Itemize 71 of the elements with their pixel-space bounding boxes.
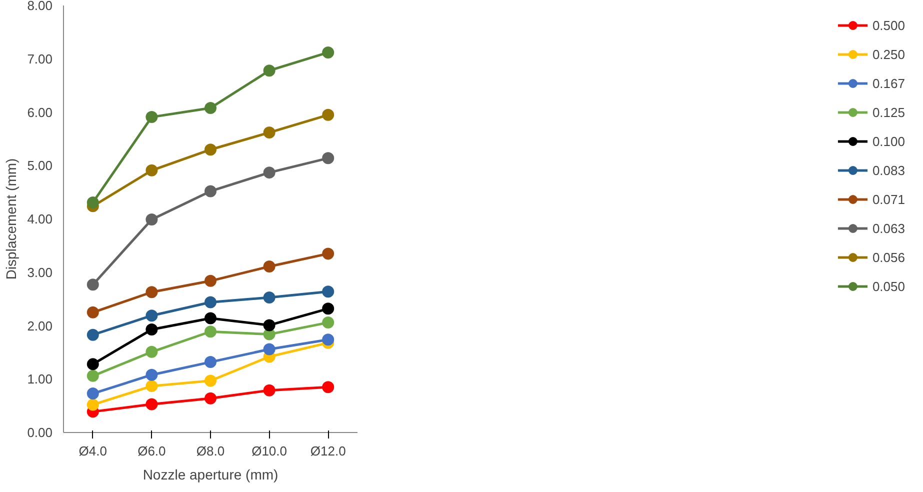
- point: [86, 328, 99, 341]
- point: [263, 126, 276, 139]
- point: [263, 384, 276, 396]
- x-tick-label: Ø6.0: [138, 444, 166, 458]
- point: [146, 214, 158, 226]
- point: [322, 381, 334, 394]
- y-tick-label: 1.00: [27, 372, 53, 387]
- y-tick-label: 0.00: [27, 425, 53, 440]
- point: [146, 368, 158, 381]
- point: [322, 248, 334, 260]
- point: [263, 319, 276, 332]
- legend-label: 0.167: [872, 76, 905, 90]
- point: [204, 326, 216, 338]
- point: [263, 291, 276, 304]
- point: [204, 185, 216, 198]
- point: [322, 108, 334, 121]
- legend-label: 0.056: [872, 250, 905, 264]
- y-tick-label: 8.00: [27, 0, 53, 13]
- legend-label: 0.500: [872, 18, 905, 32]
- point: [86, 278, 99, 291]
- point: [204, 296, 216, 308]
- y-tick-label: 7.00: [27, 51, 53, 66]
- point: [204, 312, 216, 324]
- point: [322, 152, 334, 164]
- point: [146, 310, 158, 322]
- point: [263, 343, 276, 356]
- point: [204, 274, 216, 287]
- legend-label: 0.050: [872, 278, 905, 294]
- point: [86, 358, 99, 370]
- y-tick-label: 4.00: [27, 212, 53, 226]
- legend-label: 0.083: [872, 162, 905, 178]
- legend-label: 0.125: [872, 104, 905, 120]
- point: [322, 316, 334, 329]
- legend-label: 0.250: [872, 46, 905, 62]
- x-axis-title: Nozzle aperture (mm): [142, 466, 278, 482]
- point: [204, 374, 216, 387]
- point: [204, 392, 216, 404]
- point: [322, 334, 334, 346]
- y-tick-label: 6.00: [27, 104, 53, 120]
- point: [146, 380, 158, 392]
- y-tick-label: 5.00: [27, 158, 53, 174]
- point: [146, 164, 158, 176]
- y-tick-label: 2.00: [27, 318, 53, 334]
- point: [86, 370, 99, 382]
- point: [146, 346, 158, 358]
- legend-label: 0.071: [872, 192, 905, 206]
- point: [86, 196, 99, 208]
- point: [204, 102, 216, 114]
- y-tick-label: 3.00: [27, 264, 53, 280]
- legend-label: 0.100: [872, 134, 905, 148]
- legend-label: 0.063: [872, 220, 905, 236]
- point: [86, 306, 99, 318]
- point: [146, 323, 158, 336]
- point: [204, 144, 216, 156]
- x-tick-label: Ø12.0: [310, 444, 346, 458]
- point: [146, 111, 158, 124]
- point: [204, 356, 216, 368]
- point: [86, 398, 99, 411]
- point: [322, 286, 334, 298]
- point: [263, 260, 276, 272]
- point: [322, 302, 334, 315]
- x-tick-label: Ø4.0: [78, 444, 107, 458]
- point: [322, 46, 334, 58]
- point: [263, 166, 276, 179]
- point: [146, 286, 158, 298]
- point: [146, 398, 158, 410]
- x-tick-label: Ø10.0: [252, 444, 288, 458]
- x-tick-label: Ø8.0: [196, 444, 225, 458]
- point: [263, 64, 276, 77]
- y-axis-title: Displacement (mm): [3, 158, 20, 280]
- point: [86, 388, 99, 400]
